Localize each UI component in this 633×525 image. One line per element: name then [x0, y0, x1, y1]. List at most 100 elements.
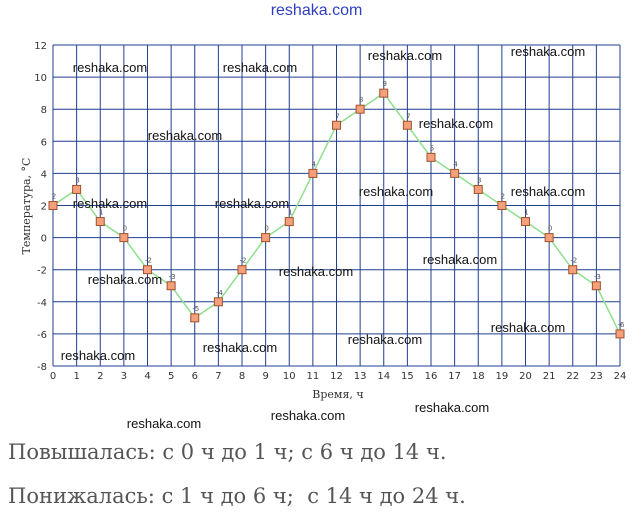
data-label: 4 — [453, 160, 458, 168]
watermark-text: reshaka.com — [348, 332, 422, 347]
data-label: -5 — [192, 305, 199, 313]
header-site-link[interactable]: reshaka.com — [270, 2, 363, 19]
x-tick-label: 1 — [73, 371, 79, 382]
y-tick-label: -8 — [37, 362, 47, 373]
data-point — [72, 184, 82, 194]
temperature-chart: 0 1 2 3 4 5 6 7 8 9 10 11 12 13 14 15 16 17 18 19 20 21 22 23 24… — [20, 41, 626, 430]
data-label: -6 — [618, 321, 626, 329]
watermark-text: reshaka.com — [491, 320, 565, 335]
x-tick-label: 16 — [425, 371, 438, 382]
watermark-text: reshaka.com — [368, 48, 442, 63]
watermark-text: reshaka.com — [511, 184, 585, 199]
tick-labels: 0 1 2 3 4 5 6 7 8 9 10 11 12 13 14 15 16 17 18 19 20 21 22 23 24… — [34, 41, 626, 382]
y-tick-label: 12 — [34, 41, 47, 52]
x-tick-label: 2 — [97, 371, 103, 382]
y-tick-label: 0 — [41, 234, 47, 245]
watermark-text: reshaka.com — [203, 340, 277, 355]
grid — [52, 44, 621, 367]
x-axis-label: Время, ч — [312, 388, 363, 401]
data-points — [48, 88, 625, 339]
x-tick-label: 8 — [239, 371, 245, 382]
y-axis-label: Температура, °C — [20, 158, 33, 255]
data-label: 9 — [383, 80, 387, 88]
watermark-text: reshaka.com — [223, 60, 297, 75]
data-point — [143, 265, 152, 275]
data-point — [450, 168, 460, 178]
data-label: 8 — [359, 96, 363, 104]
x-tick-label: 0 — [50, 371, 56, 382]
x-tick-label: 10 — [283, 371, 296, 382]
y-tick-label: -2 — [37, 266, 47, 277]
data-point — [190, 313, 200, 323]
watermarks: reshaka.com reshaka.com reshaka.com reshaka… — [61, 44, 585, 430]
data-point — [332, 120, 341, 130]
data-label: 1 — [524, 209, 528, 217]
data-label: 0 — [264, 225, 268, 233]
data-point — [48, 201, 58, 210]
data-point — [544, 233, 554, 243]
x-tick-label: 22 — [566, 371, 579, 382]
watermark-text: reshaka.com — [215, 196, 289, 211]
data-label: -3 — [169, 273, 176, 281]
x-tick-label: 24 — [614, 371, 627, 382]
data-point — [568, 265, 578, 275]
data-point — [426, 152, 436, 162]
watermark-text: reshaka.com — [271, 408, 345, 423]
data-point — [213, 297, 223, 307]
data-point — [237, 265, 247, 275]
data-point — [591, 281, 601, 291]
data-point — [355, 104, 365, 114]
x-tick-label: 13 — [354, 371, 367, 382]
x-tick-label: 11 — [307, 371, 320, 382]
data-point — [284, 217, 294, 227]
data-label: 7 — [335, 112, 339, 120]
data-label: 0 — [123, 225, 127, 233]
data-label: -3 — [594, 273, 601, 281]
x-tick-label: 5 — [168, 371, 174, 382]
x-tick-label: 23 — [590, 371, 603, 382]
answer-increase-text: Повышалась: с 0 ч до 1 ч; с 6 ч до 14 ч. — [8, 440, 447, 464]
data-point — [402, 120, 412, 130]
data-label: 2 — [501, 193, 505, 201]
data-point — [95, 217, 105, 227]
data-label: 5 — [430, 144, 434, 152]
x-tick-label: 4 — [144, 371, 150, 382]
watermark-text: reshaka.com — [88, 272, 162, 287]
y-tick-label: -6 — [37, 330, 47, 341]
data-label: 7 — [406, 112, 410, 120]
watermark-text: reshaka.com — [423, 252, 497, 267]
x-tick-label: 20 — [519, 371, 532, 382]
x-tick-label: 15 — [401, 371, 414, 382]
data-label: -4 — [216, 289, 224, 297]
watermark-text: reshaka.com — [419, 116, 493, 131]
data-point — [615, 329, 625, 339]
watermark-text: reshaka.com — [279, 264, 353, 279]
x-tick-label: 14 — [377, 371, 390, 382]
data-label: 4 — [312, 160, 317, 168]
x-tick-label: 12 — [330, 371, 343, 382]
y-tick-label: -4 — [37, 298, 47, 309]
data-point — [119, 233, 129, 243]
x-tick-label: 18 — [472, 371, 485, 382]
data-point — [521, 217, 530, 227]
x-tick-label: 19 — [496, 371, 509, 382]
data-point — [308, 168, 318, 178]
watermark-text: reshaka.com — [415, 400, 489, 415]
data-label: 0 — [548, 225, 552, 233]
watermark-text: reshaka.com — [73, 60, 147, 75]
data-point — [473, 184, 483, 194]
x-tick-label: 21 — [543, 371, 556, 382]
data-point — [379, 88, 389, 98]
watermark-text: reshaka.com — [359, 184, 433, 199]
data-label: -2 — [145, 257, 152, 265]
data-label: 3 — [75, 176, 79, 184]
watermark-text: reshaka.com — [127, 416, 201, 430]
x-tick-label: 7 — [215, 371, 221, 382]
y-tick-label: 10 — [34, 73, 47, 84]
watermark-text: reshaka.com — [148, 128, 222, 143]
x-tick-label: 9 — [262, 371, 268, 382]
watermark-text: reshaka.com — [61, 348, 135, 363]
data-point — [497, 201, 507, 210]
watermark-text: reshaka.com — [511, 44, 585, 59]
data-label: 1 — [288, 209, 292, 217]
